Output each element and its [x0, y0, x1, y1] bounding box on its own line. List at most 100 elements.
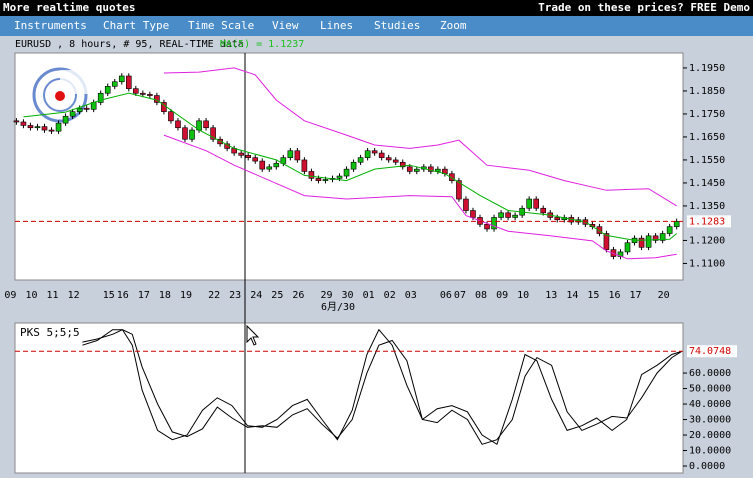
- candle-body: [554, 217, 561, 221]
- candle-body: [659, 233, 666, 241]
- candle-body: [273, 163, 280, 168]
- candle-body: [266, 166, 273, 170]
- band-line: [163, 67, 677, 207]
- x-tick-label: 15: [587, 290, 599, 301]
- candle-body: [470, 210, 476, 218]
- candle-body: [315, 178, 322, 181]
- candle-body: [20, 121, 27, 126]
- x-tick-label: 07: [454, 290, 466, 301]
- menu-bar: [0, 16, 753, 36]
- candle-body: [252, 157, 259, 162]
- candle-body: [259, 160, 266, 170]
- candle-body: [512, 214, 518, 218]
- candle-body: [673, 221, 680, 227]
- x-tick-label: 06: [440, 290, 452, 301]
- candle-body: [624, 242, 631, 253]
- x-tick-label: 16: [117, 290, 129, 301]
- candle-body: [125, 75, 132, 89]
- candle-body: [533, 198, 539, 209]
- candle-body: [336, 175, 343, 179]
- candle-body: [27, 125, 34, 129]
- menu-item[interactable]: Chart Type: [103, 19, 169, 32]
- oscillator-title: PKS 5;5;5: [20, 326, 80, 339]
- candle-body: [97, 92, 104, 103]
- candle-body: [175, 120, 181, 129]
- logo-cut: [60, 70, 88, 94]
- candle-body: [645, 235, 652, 248]
- y-tick-label: 1.1450: [689, 178, 725, 189]
- y-tick-label: 20.0000: [689, 430, 731, 441]
- y-tick-label: 1.1750: [689, 109, 725, 120]
- menu-item[interactable]: Studies: [374, 19, 420, 32]
- x-tick-label: 10: [25, 290, 37, 301]
- x-tick-label: 23: [229, 290, 241, 301]
- candle-body: [449, 173, 455, 181]
- x-tick-label: 11: [47, 290, 59, 301]
- candle-body: [118, 75, 125, 83]
- oscillator-line: [82, 329, 682, 445]
- candle-body: [55, 122, 62, 132]
- candle-body: [505, 212, 511, 218]
- x-tick-label: 03: [405, 290, 417, 301]
- y-tick-label: 60.0000: [689, 368, 731, 379]
- candle-body: [83, 107, 90, 110]
- menu-item[interactable]: Instruments: [14, 19, 87, 32]
- candle-body: [287, 150, 294, 158]
- candle-body: [406, 166, 413, 172]
- candle-body: [343, 168, 350, 177]
- x-tick-label: 14: [566, 290, 578, 301]
- y-tick-label: 1.1350: [689, 201, 725, 212]
- candle-body: [666, 226, 673, 234]
- x-tick-label: 09: [496, 290, 508, 301]
- candle-body: [48, 129, 55, 132]
- candle-body: [463, 198, 469, 211]
- candle-body: [364, 150, 371, 158]
- x-tick-label: 10: [517, 290, 529, 301]
- last-value-box: [687, 345, 737, 358]
- candle-body: [13, 120, 20, 123]
- candle-body: [456, 180, 462, 200]
- y-tick-label: 1.1950: [689, 63, 725, 74]
- candle-body: [378, 152, 385, 158]
- x-tick-label: 17: [630, 290, 642, 301]
- candle-body: [62, 115, 69, 124]
- oscillator-line: [82, 328, 682, 446]
- candle-body: [238, 152, 244, 156]
- menu-item[interactable]: Zoom: [440, 19, 467, 32]
- candle-body: [104, 86, 111, 94]
- header-promo[interactable]: Trade on these prices? FREE Demo: [538, 1, 750, 14]
- x-tick-label: 16: [608, 290, 620, 301]
- x-tick-label: 19: [180, 290, 192, 301]
- candle-body: [133, 88, 139, 94]
- x-tick-label: 30: [342, 290, 354, 301]
- menu-item[interactable]: View: [272, 19, 299, 32]
- candle-body: [392, 159, 399, 163]
- x-tick-label: 13: [545, 290, 557, 301]
- header-bar: [0, 0, 753, 16]
- y-tick-label: 1.1850: [689, 86, 725, 97]
- logo-ring: [32, 67, 88, 123]
- month-label: 6月/30: [321, 301, 355, 313]
- candle-body: [498, 212, 504, 218]
- last-price-label: 1.1283: [689, 216, 725, 227]
- candle-body: [41, 126, 48, 131]
- logo-dot: [55, 91, 65, 101]
- candle-body: [69, 111, 76, 117]
- header-title[interactable]: More realtime quotes: [3, 1, 135, 14]
- menu-item[interactable]: Lines: [320, 19, 353, 32]
- x-tick-label: 25: [271, 290, 283, 301]
- candle-body: [147, 94, 153, 96]
- candle-body: [428, 166, 434, 172]
- y-tick-label: 1.1100: [689, 258, 725, 269]
- oscillator-panel: [14, 322, 684, 474]
- candle-body: [189, 129, 195, 140]
- candle-body: [308, 171, 315, 179]
- candle-body: [491, 217, 497, 230]
- candle-body: [385, 157, 392, 161]
- menu-item[interactable]: Time Scale: [188, 19, 254, 32]
- indicator-label: MA(5) = 1.1237: [220, 39, 304, 50]
- candle-body: [294, 150, 301, 161]
- y-tick-label: 10.0000: [689, 446, 731, 457]
- x-tick-label: 22: [208, 290, 220, 301]
- instrument-info: EURUSD , 8 hours, # 95, REAL-TIME data: [15, 39, 244, 50]
